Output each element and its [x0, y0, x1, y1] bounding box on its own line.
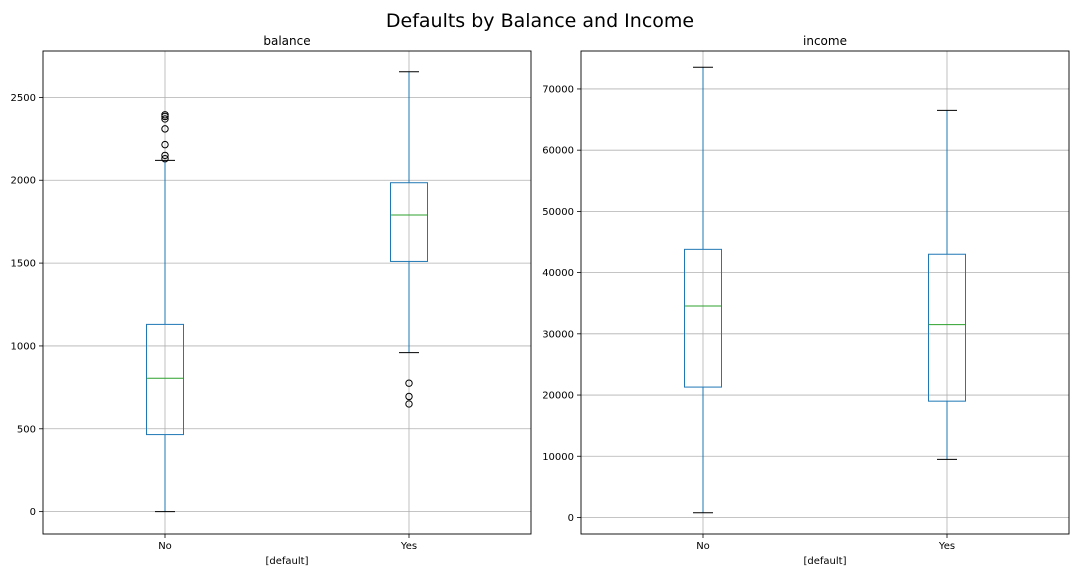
outlier-point [161, 140, 169, 149]
x-tick-label: No [158, 541, 172, 552]
y-tick-label: 60000 [542, 146, 574, 157]
y-tick-label: 30000 [542, 329, 574, 340]
box-Yes [390, 71, 428, 408]
y-tick-label: 20000 [542, 391, 574, 402]
outlier-point [161, 125, 169, 133]
outlier-point [405, 400, 413, 408]
y-tick-label: 50000 [542, 207, 574, 218]
outlier-point [161, 115, 169, 123]
box-No [684, 66, 722, 514]
x-tick-label: No [696, 541, 710, 552]
outlier-point [405, 379, 413, 387]
box-Yes [928, 109, 966, 460]
y-tick-label: 2500 [11, 93, 36, 104]
y-tick-label: 1500 [11, 259, 36, 270]
outlier-point [161, 155, 169, 163]
iqr-box [390, 182, 428, 262]
x-tick-label: Yes [938, 541, 955, 552]
y-tick-label: 1000 [11, 341, 36, 352]
iqr-box [928, 253, 966, 402]
outlier-point [161, 151, 169, 160]
x-tick-label: Yes [400, 541, 417, 552]
subplot-title: income [803, 34, 847, 48]
outlier-point [161, 111, 169, 119]
y-tick-label: 10000 [542, 452, 574, 463]
figure-title: Defaults by Balance and Income [386, 10, 694, 32]
y-tick-label: 40000 [542, 268, 574, 279]
y-tick-label: 500 [17, 424, 36, 435]
iqr-box [684, 248, 722, 388]
outlier-point [405, 392, 413, 401]
y-tick-label: 70000 [542, 84, 574, 95]
iqr-box [146, 323, 184, 436]
subplot-balance: 0 500 1000 1500 2000 2500 No Yes balance [default… [11, 34, 532, 567]
y-tick-label: 2000 [11, 176, 36, 187]
axes-frame [42, 50, 532, 535]
x-axis-label: [default] [266, 556, 309, 567]
subplot-title: balance [263, 34, 310, 48]
box-No [146, 111, 184, 513]
x-axis-label: [default] [804, 556, 847, 567]
axes-frame [580, 50, 1070, 535]
y-tick-label: 0 [30, 507, 36, 518]
y-tick-label: 0 [568, 513, 574, 524]
subplot-income: 0 10000 20000 30000 40000 50000 60000 70000 No Ye… [542, 34, 1070, 567]
